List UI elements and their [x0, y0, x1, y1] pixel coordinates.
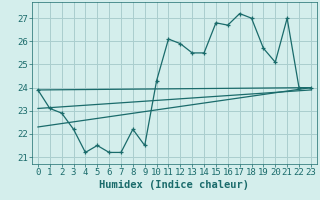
- X-axis label: Humidex (Indice chaleur): Humidex (Indice chaleur): [100, 180, 249, 190]
